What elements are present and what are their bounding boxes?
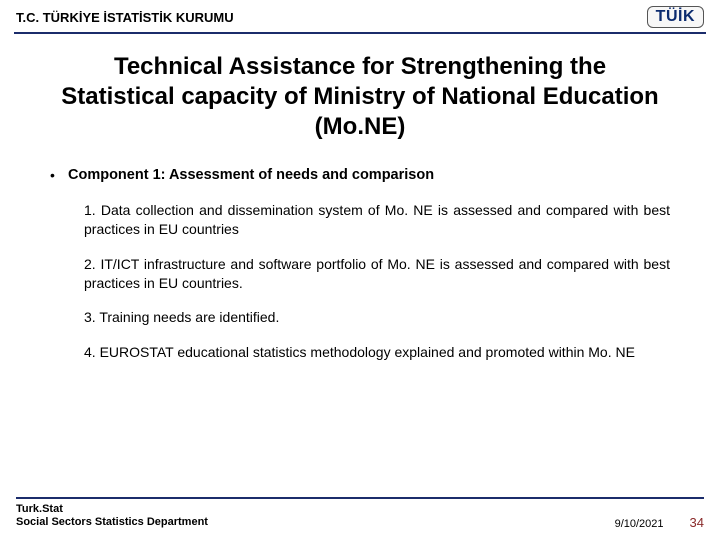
footer-date: 9/10/2021 [615, 518, 664, 530]
slide: T.C. TÜRKİYE İSTATİSTİK KURUMU TÜİK Tech… [0, 0, 720, 540]
slide-header: T.C. TÜRKİYE İSTATİSTİK KURUMU TÜİK [0, 0, 720, 32]
header-divider [14, 32, 706, 34]
slide-footer: Turk.Stat Social Sectors Statistics Depa… [0, 497, 720, 531]
logo: TÜİK [647, 6, 704, 28]
footer-left: Turk.Stat Social Sectors Statistics Depa… [16, 503, 208, 531]
footer-row: Turk.Stat Social Sectors Statistics Depa… [16, 503, 704, 531]
component-row: • Component 1: Assessment of needs and c… [50, 166, 670, 185]
logo-text: TÜİK [656, 8, 695, 25]
page-number: 34 [690, 515, 704, 530]
slide-body: • Component 1: Assessment of needs and c… [50, 166, 670, 362]
footer-right: 9/10/2021 34 [615, 515, 704, 530]
list-item: 3. Training needs are identified. [84, 308, 670, 327]
page-title: Technical Assistance for Strengthening t… [60, 52, 660, 142]
org-title: T.C. TÜRKİYE İSTATİSTİK KURUMU [16, 10, 234, 25]
footer-source-line1: Turk.Stat [16, 503, 208, 517]
footer-source-line2: Social Sectors Statistics Department [16, 516, 208, 530]
list-item: 4. EUROSTAT educational statistics metho… [84, 343, 670, 362]
item-list: 1. Data collection and dissemination sys… [84, 201, 670, 362]
bullet-icon: • [50, 166, 68, 184]
component-label: Component 1: Assessment of needs and com… [68, 166, 434, 185]
footer-divider [16, 497, 704, 499]
list-item: 2. IT/ICT infrastructure and software po… [84, 255, 670, 293]
list-item: 1. Data collection and dissemination sys… [84, 201, 670, 239]
